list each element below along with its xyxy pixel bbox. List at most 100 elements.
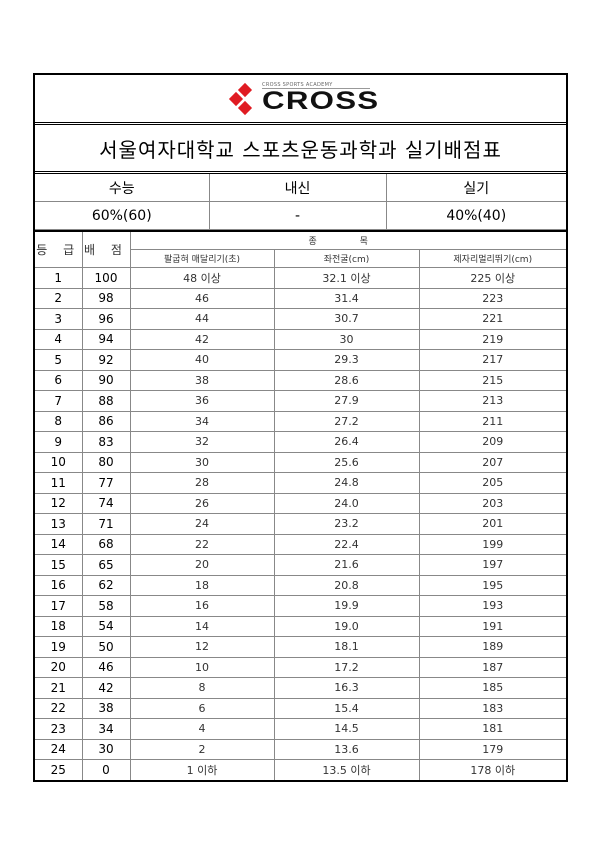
hang-cell: 4	[129, 718, 275, 740]
table-row: 9 83 32 26.4 209	[35, 431, 566, 453]
table-row: 5 92 40 29.3 217	[35, 349, 566, 371]
table-row: 21 42 8 16.3 185	[35, 677, 566, 699]
grade-cell: 10	[35, 451, 83, 473]
score-cell: 98	[81, 287, 131, 309]
long-jump-cell: 217	[418, 349, 566, 371]
grade-cell: 15	[35, 554, 83, 576]
table-row: 22 38 6 15.4 183	[35, 697, 566, 719]
event-header-hang: 팔굽혀 매달리기(초)	[130, 249, 275, 268]
sit-reach-cell: 20.8	[273, 574, 420, 596]
score-cell: 77	[81, 472, 131, 494]
score-cell: 68	[81, 533, 131, 555]
score-cell: 86	[81, 410, 131, 432]
logo-tagline: CROSS SPORTS ACADEMY	[262, 83, 370, 89]
cross-logo: CROSS SPORTS ACADEMY CROSS	[228, 82, 378, 115]
hang-cell: 6	[129, 697, 275, 719]
long-jump-cell: 187	[418, 656, 566, 678]
hang-cell: 22	[129, 533, 275, 555]
ratio-value-suneung: 60%(60)	[35, 201, 210, 230]
event-header-long-jump: 제자리멀리뛰기(cm)	[418, 249, 566, 268]
table-row: 3 96 44 30.7 221	[35, 308, 566, 330]
long-jump-cell: 189	[418, 636, 566, 658]
long-jump-cell: 181	[418, 718, 566, 740]
sit-reach-cell: 19.0	[273, 615, 420, 637]
table-row: 18 54 14 19.0 191	[35, 615, 566, 637]
grade-cell: 21	[35, 677, 83, 699]
score-cell: 0	[81, 759, 131, 780]
sit-reach-cell: 31.4	[273, 287, 420, 309]
sit-reach-cell: 29.3	[273, 349, 420, 371]
logo-name: CROSS	[262, 87, 380, 115]
score-cell: 74	[81, 492, 131, 514]
hang-cell: 10	[129, 656, 275, 678]
hang-cell: 16	[129, 595, 275, 617]
long-jump-cell: 185	[418, 677, 566, 699]
table-row: 16 62 18 20.8 195	[35, 574, 566, 596]
hang-cell: 30	[129, 451, 275, 473]
hang-cell: 14	[129, 615, 275, 637]
grade-cell: 24	[35, 738, 83, 760]
table-row: 1 100 48 이상 32.1 이상 225 이상	[35, 267, 566, 289]
long-jump-cell: 225 이상	[418, 267, 566, 289]
long-jump-cell: 211	[418, 410, 566, 432]
score-cell: 34	[81, 718, 131, 740]
score-cell: 42	[81, 677, 131, 699]
diamond-logo-icon	[228, 82, 259, 115]
sit-reach-cell: 15.4	[273, 697, 420, 719]
hang-cell: 38	[129, 369, 275, 391]
grade-cell: 22	[35, 697, 83, 719]
hang-cell: 8	[129, 677, 275, 699]
hang-cell: 34	[129, 410, 275, 432]
table-row: 19 50 12 18.1 189	[35, 636, 566, 658]
grade-cell: 2	[35, 287, 83, 309]
score-cell: 96	[81, 308, 131, 330]
table-row: 12 74 26 24.0 203	[35, 492, 566, 514]
long-jump-cell: 195	[418, 574, 566, 596]
table-row: 25 0 1 이하 13.5 이하 178 이하	[35, 759, 566, 780]
grade-cell: 3	[35, 308, 83, 330]
grade-cell: 20	[35, 656, 83, 678]
table-row: 14 68 22 22.4 199	[35, 533, 566, 555]
long-jump-cell: 219	[418, 328, 566, 350]
ratio-value-naesin: -	[208, 201, 387, 230]
long-jump-cell: 213	[418, 390, 566, 412]
grade-cell: 4	[35, 328, 83, 350]
long-jump-cell: 215	[418, 369, 566, 391]
sit-reach-cell: 25.6	[273, 451, 420, 473]
grade-cell: 23	[35, 718, 83, 740]
long-jump-cell: 201	[418, 513, 566, 535]
grade-header: 등 급	[35, 230, 83, 268]
sit-reach-cell: 22.4	[273, 533, 420, 555]
grade-cell: 8	[35, 410, 83, 432]
long-jump-cell: 199	[418, 533, 566, 555]
score-cell: 88	[81, 390, 131, 412]
score-cell: 80	[81, 451, 131, 473]
grade-cell: 7	[35, 390, 83, 412]
table-row: 7 88 36 27.9 213	[35, 390, 566, 412]
sit-reach-cell: 30.7	[273, 308, 420, 330]
long-jump-cell: 183	[418, 697, 566, 719]
grade-cell: 5	[35, 349, 83, 371]
hang-cell: 1 이하	[129, 759, 275, 780]
sit-reach-cell: 16.3	[273, 677, 420, 699]
grade-cell: 14	[35, 533, 83, 555]
hang-cell: 2	[129, 738, 275, 760]
ratio-header-silgi: 실기	[385, 174, 566, 202]
grade-cell: 17	[35, 595, 83, 617]
table-row: 20 46 10 17.2 187	[35, 656, 566, 678]
sit-reach-cell: 26.4	[273, 431, 420, 453]
table-row: 4 94 42 30 219	[35, 328, 566, 350]
grade-cell: 1	[35, 267, 83, 289]
long-jump-cell: 179	[418, 738, 566, 760]
sit-reach-cell: 14.5	[273, 718, 420, 740]
sit-reach-cell: 21.6	[273, 554, 420, 576]
table-row: 17 58 16 19.9 193	[35, 595, 566, 617]
table-row: 10 80 30 25.6 207	[35, 451, 566, 473]
table-row: 23 34 4 14.5 181	[35, 718, 566, 740]
score-cell: 58	[81, 595, 131, 617]
sit-reach-cell: 30	[273, 328, 420, 350]
score-cell: 90	[81, 369, 131, 391]
score-cell: 62	[81, 574, 131, 596]
grade-cell: 11	[35, 472, 83, 494]
score-cell: 65	[81, 554, 131, 576]
